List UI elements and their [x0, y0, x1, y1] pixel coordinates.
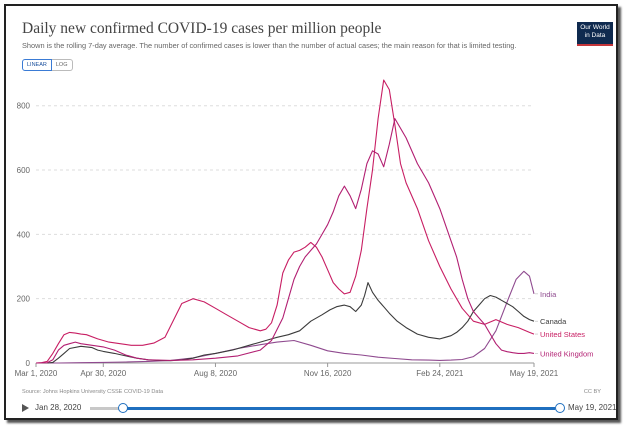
chart-frame: Daily new confirmed COVID-19 cases per m… [4, 4, 618, 420]
y-tick-label: 600 [17, 166, 31, 175]
license-label[interactable]: CC BY [583, 389, 601, 395]
y-tick-label: 200 [17, 295, 31, 304]
y-tick-label: 0 [26, 359, 31, 368]
timeline-start-handle[interactable] [117, 403, 128, 413]
timeline-end-handle[interactable] [555, 403, 565, 413]
legend-label-united-kingdom: United Kingdom [540, 349, 593, 358]
timeline-selected-range [123, 407, 555, 410]
linear-scale-button[interactable]: LINEAR [22, 59, 52, 71]
logo-line-1: Our World [580, 24, 610, 31]
series-line-united-states [35, 79, 535, 364]
x-tick-label: Apr 30, 2020 [80, 369, 126, 378]
scale-toggle: LINEAR LOG [22, 59, 73, 71]
x-tick-label: Nov 16, 2020 [304, 369, 352, 378]
chart-subtitle: Shown is the rolling 7-day average. The … [22, 41, 517, 50]
log-scale-button[interactable]: LOG [51, 59, 73, 71]
legend-label-canada: Canada [540, 317, 567, 326]
x-tick-label: Feb 24, 2021 [416, 369, 464, 378]
play-icon[interactable] [22, 404, 29, 412]
series-line-canada [36, 282, 535, 364]
timeline-end-label: May 19, 2021 [568, 403, 617, 412]
logo-line-2: in Data [584, 31, 606, 39]
y-tick-label: 400 [17, 230, 31, 239]
source-note[interactable]: Source: Johns Hopkins University CSSE CO… [22, 389, 164, 395]
x-tick-label: May 19, 2021 [510, 369, 559, 378]
y-tick-label: 800 [17, 102, 31, 111]
owid-logo[interactable]: Our World in Data [577, 22, 613, 46]
series-line-india [36, 270, 535, 364]
legend-label-india: India [540, 290, 557, 299]
series-line-united-kingdom [35, 118, 535, 364]
legend-label-united-states: United States [540, 330, 585, 339]
timeline: Jan 28, 2020 May 19, 2021 [22, 402, 616, 416]
x-tick-label: Aug 8, 2020 [194, 369, 238, 378]
x-tick-label: Mar 1, 2020 [15, 369, 58, 378]
timeline-start-label: Jan 28, 2020 [35, 403, 82, 412]
chart-title: Daily new confirmed COVID-19 cases per m… [22, 20, 382, 37]
